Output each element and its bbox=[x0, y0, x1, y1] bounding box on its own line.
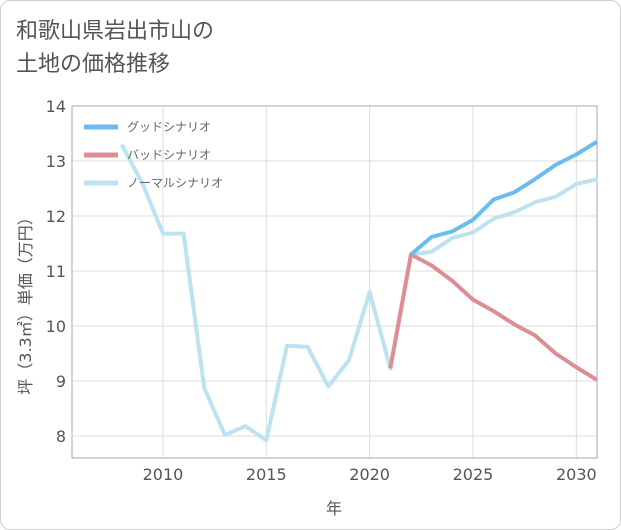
chart-title: 和歌山県岩出市山の 土地の価格推移 bbox=[16, 19, 215, 77]
good-scenario-line bbox=[409, 140, 599, 257]
series-lines bbox=[119, 140, 599, 443]
x-tick-label: 2025 bbox=[453, 465, 494, 484]
y-tick-label: 12 bbox=[46, 207, 66, 226]
x-tick-label: 2010 bbox=[143, 465, 184, 484]
x-axis-label: 年 bbox=[326, 499, 342, 518]
y-tick-label: 11 bbox=[46, 262, 66, 281]
y-tick-label: 9 bbox=[56, 372, 66, 391]
x-tick-label: 2020 bbox=[349, 465, 390, 484]
legend-good-scenario-label: グッドシナリオ bbox=[127, 120, 211, 134]
bad-scenario-line bbox=[388, 252, 599, 382]
y-tick-labels: 8 9 10 11 12 13 14 bbox=[46, 97, 66, 446]
y-tick-label: 8 bbox=[56, 427, 66, 446]
y-tick-label: 13 bbox=[46, 152, 66, 171]
legend-bad-scenario-label: バッドシナリオ bbox=[127, 148, 211, 162]
x-tick-labels: 2010 2015 2020 2025 2030 bbox=[143, 465, 597, 484]
y-tick-label: 10 bbox=[46, 317, 66, 336]
y-tick-label: 14 bbox=[46, 97, 66, 116]
y-axis-label: 坪（3.3㎡）単価（万円） bbox=[16, 209, 35, 394]
x-tick-label: 2030 bbox=[556, 465, 597, 484]
normal-scenario-line bbox=[119, 143, 598, 443]
legend-normal-scenario-label: ノーマルシナリオ bbox=[127, 176, 223, 190]
plot-frame bbox=[71, 105, 598, 459]
x-tick-label: 2015 bbox=[246, 465, 287, 484]
